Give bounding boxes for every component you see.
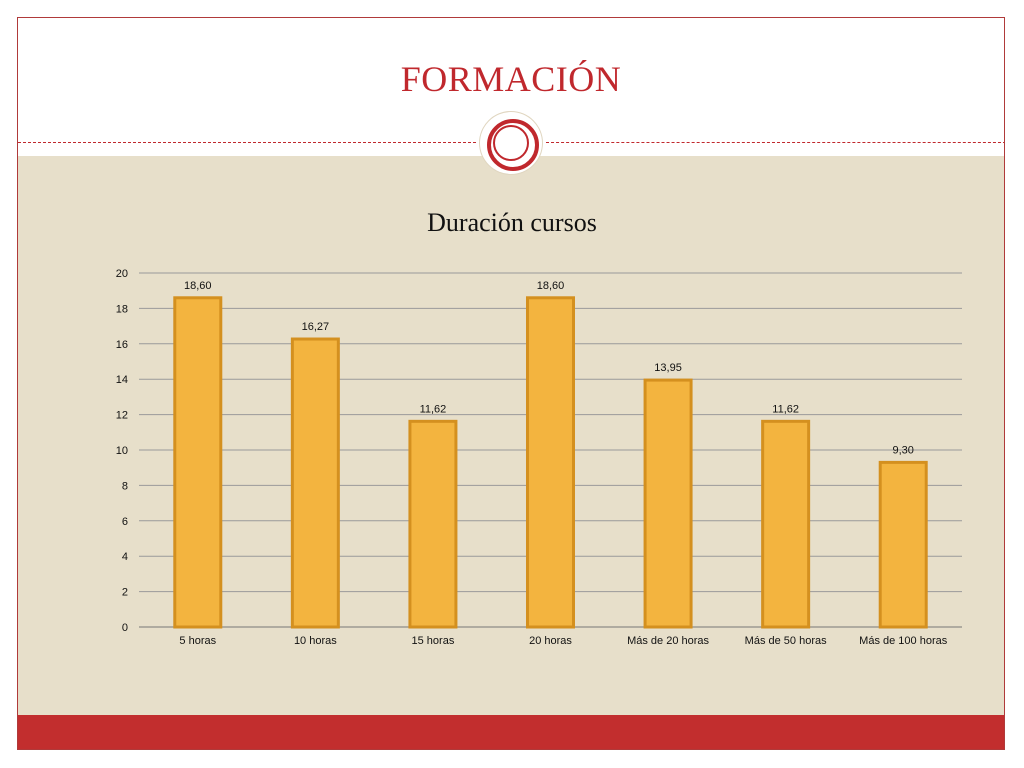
y-tick-label: 18 bbox=[116, 303, 128, 315]
y-tick-label: 6 bbox=[122, 516, 128, 528]
bar bbox=[643, 378, 693, 629]
y-tick-label: 10 bbox=[116, 445, 128, 457]
data-label: 9,30 bbox=[893, 444, 914, 456]
bar bbox=[173, 296, 223, 629]
x-axis-ticks: 5 horas 10 horas 15 horas 20 horas Más de 20… bbox=[179, 635, 947, 647]
x-tick-label: Más de 20 horas bbox=[627, 635, 709, 647]
y-tick-label: 0 bbox=[122, 622, 128, 634]
bars bbox=[173, 296, 928, 629]
x-tick-label: 5 horas bbox=[179, 635, 216, 647]
x-tick-label: 20 horas bbox=[529, 635, 572, 647]
y-tick-label: 12 bbox=[116, 410, 128, 422]
footer-bar bbox=[18, 715, 1004, 749]
y-tick-label: 16 bbox=[116, 339, 128, 351]
data-label: 16,27 bbox=[302, 321, 330, 333]
chart-title: Duración cursos bbox=[427, 208, 597, 237]
slide: FORMACIÓN bbox=[17, 17, 1005, 750]
circle-emblem-icon bbox=[480, 112, 542, 174]
header-divider-left bbox=[18, 142, 476, 143]
slide-title: FORMACIÓN bbox=[400, 59, 622, 99]
emblem-inner-ring bbox=[493, 125, 529, 161]
bar bbox=[526, 296, 575, 629]
data-label: 13,95 bbox=[654, 362, 682, 374]
bar bbox=[290, 337, 340, 629]
header-divider-right bbox=[546, 142, 1004, 143]
data-label: 18,60 bbox=[184, 280, 212, 292]
data-labels: 18,60 16,27 11,62 18,60 13,95 11,62 9,30 bbox=[184, 280, 914, 457]
data-label: 18,60 bbox=[537, 280, 565, 292]
bar bbox=[878, 460, 928, 629]
x-tick-label: Más de 100 horas bbox=[859, 635, 948, 647]
y-tick-label: 20 bbox=[116, 268, 128, 280]
x-tick-label: 10 horas bbox=[294, 635, 337, 647]
data-label: 11,62 bbox=[420, 403, 447, 415]
x-tick-label: 15 horas bbox=[412, 635, 455, 647]
bar bbox=[408, 419, 458, 629]
data-label: 11,62 bbox=[772, 403, 799, 415]
y-tick-label: 4 bbox=[122, 551, 128, 563]
y-tick-label: 14 bbox=[116, 374, 128, 386]
x-tick-label: Más de 50 horas bbox=[745, 635, 827, 647]
emblem-outer-ring bbox=[487, 119, 539, 171]
y-tick-label: 2 bbox=[122, 587, 128, 599]
y-tick-label: 8 bbox=[122, 480, 128, 492]
y-axis-ticks: 0 2 4 6 8 10 12 14 16 18 20 bbox=[116, 268, 128, 634]
bar bbox=[761, 419, 811, 629]
